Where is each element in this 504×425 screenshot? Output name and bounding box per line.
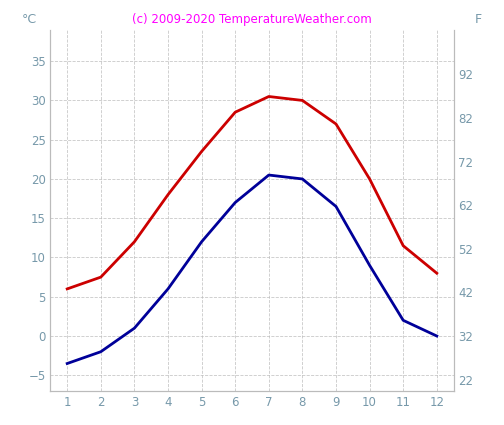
Text: (c) 2009-2020 TemperatureWeather.com: (c) 2009-2020 TemperatureWeather.com — [132, 13, 372, 26]
Text: °C: °C — [22, 13, 37, 26]
Text: F: F — [475, 13, 482, 26]
